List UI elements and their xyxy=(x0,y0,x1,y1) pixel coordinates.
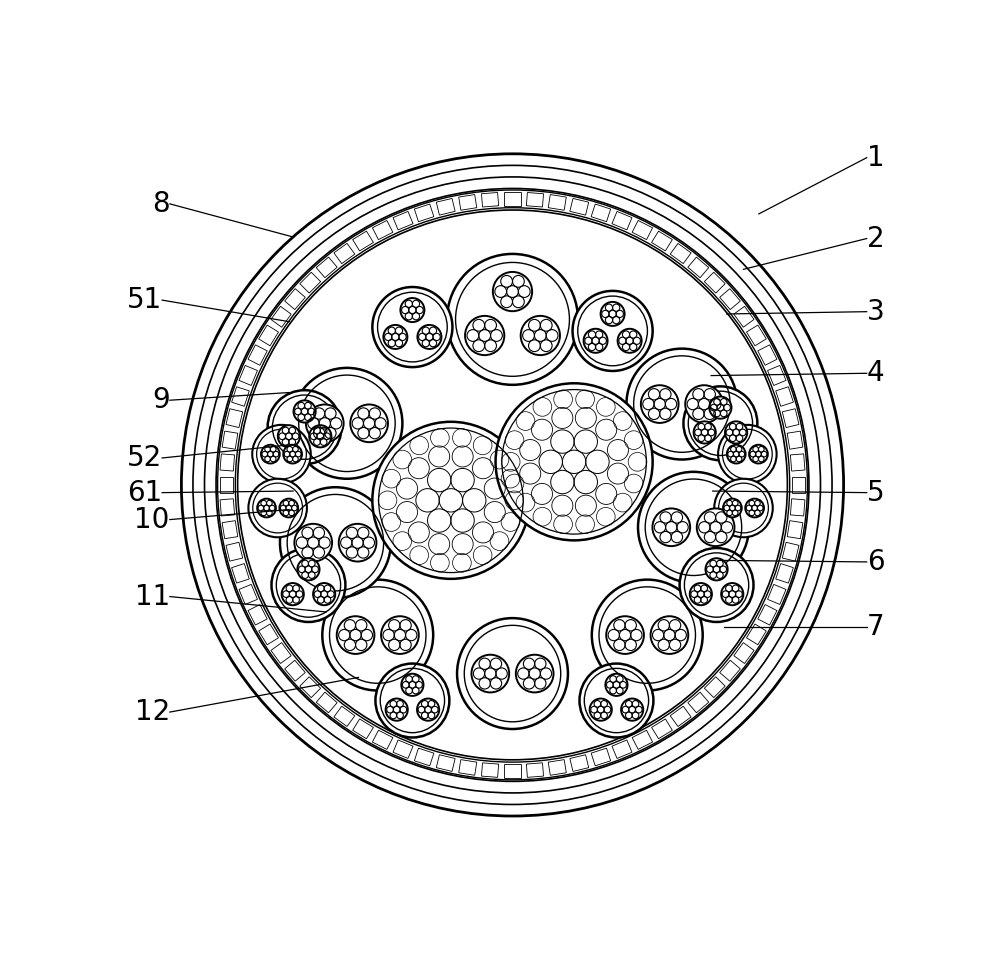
Circle shape xyxy=(714,479,773,537)
Circle shape xyxy=(268,390,342,464)
Text: 3: 3 xyxy=(867,298,884,326)
Circle shape xyxy=(292,368,402,479)
Circle shape xyxy=(516,654,554,693)
Text: 1: 1 xyxy=(867,144,884,172)
Circle shape xyxy=(745,499,764,517)
Circle shape xyxy=(590,699,612,721)
Text: 7: 7 xyxy=(867,613,884,641)
Circle shape xyxy=(339,524,376,561)
Text: 2: 2 xyxy=(867,225,884,253)
Circle shape xyxy=(573,291,653,371)
Text: 52: 52 xyxy=(127,444,162,472)
Circle shape xyxy=(579,663,653,737)
Circle shape xyxy=(685,385,723,423)
Text: 8: 8 xyxy=(152,190,170,218)
Circle shape xyxy=(297,558,320,580)
Circle shape xyxy=(721,583,743,605)
Circle shape xyxy=(294,401,316,423)
Circle shape xyxy=(725,421,747,444)
Circle shape xyxy=(584,329,608,353)
Text: 9: 9 xyxy=(152,386,170,414)
Circle shape xyxy=(683,386,757,460)
Circle shape xyxy=(457,618,568,729)
Circle shape xyxy=(465,316,504,356)
Circle shape xyxy=(372,287,452,367)
Text: 4: 4 xyxy=(867,359,884,387)
Circle shape xyxy=(401,674,423,696)
Circle shape xyxy=(372,422,529,579)
Circle shape xyxy=(652,508,690,546)
Circle shape xyxy=(718,425,777,483)
Circle shape xyxy=(605,674,628,696)
Circle shape xyxy=(306,405,344,442)
Circle shape xyxy=(278,425,300,448)
Text: 6: 6 xyxy=(867,548,884,576)
Text: 51: 51 xyxy=(127,286,162,314)
Circle shape xyxy=(309,425,331,448)
Circle shape xyxy=(386,699,408,721)
Circle shape xyxy=(606,616,644,653)
Circle shape xyxy=(350,405,388,442)
Circle shape xyxy=(697,508,734,546)
Circle shape xyxy=(447,254,578,384)
Circle shape xyxy=(280,487,391,598)
Circle shape xyxy=(496,383,653,540)
Circle shape xyxy=(283,445,302,463)
Circle shape xyxy=(592,579,703,691)
Circle shape xyxy=(383,325,407,349)
Circle shape xyxy=(261,445,280,463)
Text: 12: 12 xyxy=(135,698,170,727)
Circle shape xyxy=(471,654,509,693)
Circle shape xyxy=(651,616,688,653)
Circle shape xyxy=(252,425,311,483)
Circle shape xyxy=(690,583,712,605)
Circle shape xyxy=(618,329,642,353)
Text: 5: 5 xyxy=(867,479,884,506)
Circle shape xyxy=(638,472,749,582)
Circle shape xyxy=(282,583,304,605)
Circle shape xyxy=(749,445,768,463)
Circle shape xyxy=(621,699,643,721)
Circle shape xyxy=(723,499,742,517)
Circle shape xyxy=(271,548,345,622)
Text: 61: 61 xyxy=(127,479,162,506)
Circle shape xyxy=(337,616,374,653)
Circle shape xyxy=(626,349,737,459)
Circle shape xyxy=(694,421,716,444)
Circle shape xyxy=(322,579,433,691)
Circle shape xyxy=(727,445,746,463)
Circle shape xyxy=(601,302,625,326)
Circle shape xyxy=(279,499,298,517)
Circle shape xyxy=(417,699,439,721)
Circle shape xyxy=(381,616,419,653)
Circle shape xyxy=(313,583,335,605)
Circle shape xyxy=(709,397,731,419)
Text: 11: 11 xyxy=(135,582,170,610)
Circle shape xyxy=(400,298,424,322)
Circle shape xyxy=(680,548,754,622)
Circle shape xyxy=(521,316,560,356)
Text: 10: 10 xyxy=(134,505,170,533)
Circle shape xyxy=(493,272,532,311)
Circle shape xyxy=(248,479,307,537)
Circle shape xyxy=(294,524,332,561)
Circle shape xyxy=(375,663,449,737)
Circle shape xyxy=(641,385,679,423)
Circle shape xyxy=(417,325,441,349)
Circle shape xyxy=(257,499,276,517)
Circle shape xyxy=(705,558,728,580)
